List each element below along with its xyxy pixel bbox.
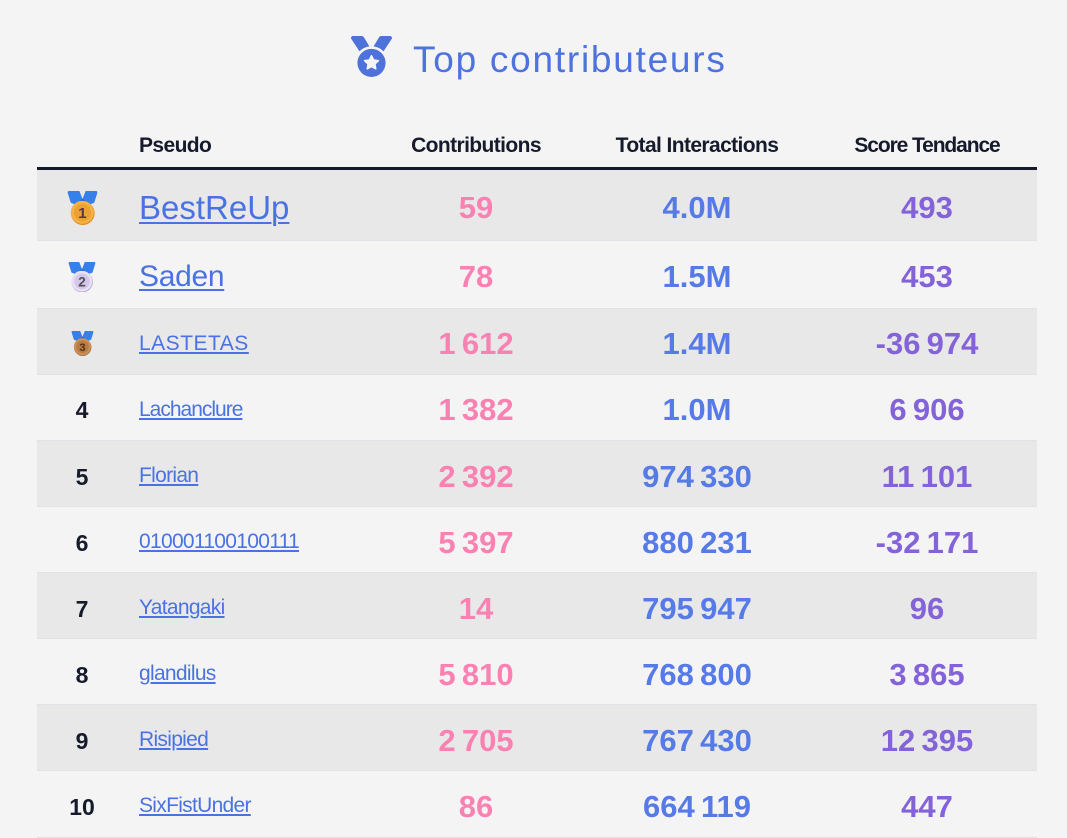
svg-text:1: 1: [78, 205, 86, 222]
svg-text:3: 3: [79, 341, 85, 353]
svg-text:2: 2: [78, 274, 86, 289]
